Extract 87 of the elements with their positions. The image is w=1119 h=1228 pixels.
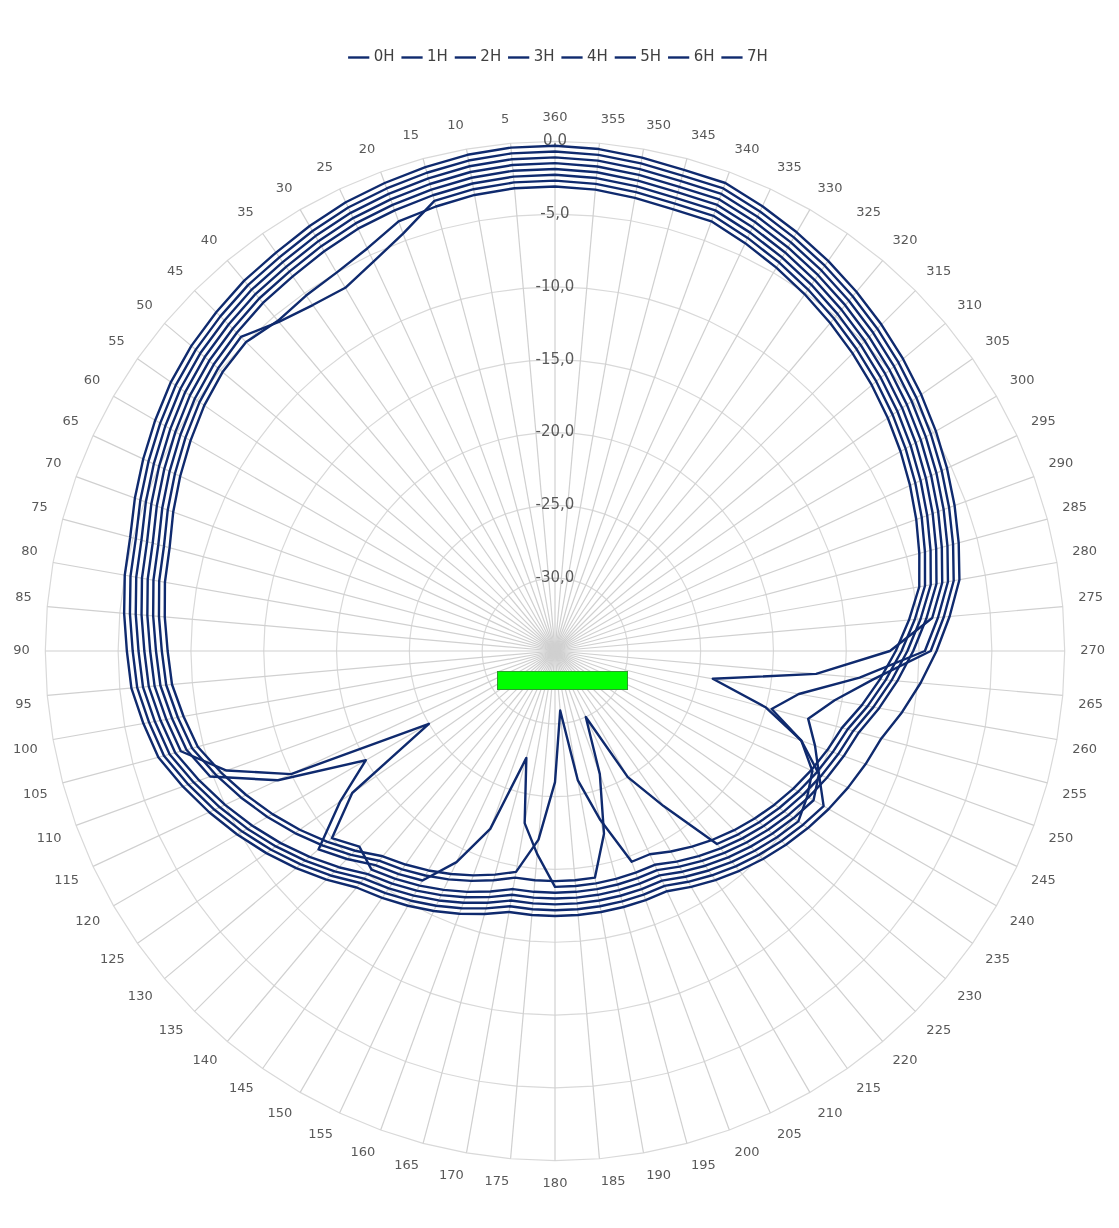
spoke-label: 90 xyxy=(13,642,30,658)
legend-label: 2H xyxy=(480,47,502,66)
spoke-label: 195 xyxy=(690,1157,716,1173)
spoke-label: 15 xyxy=(402,127,420,143)
spoke-label: 345 xyxy=(690,127,716,143)
spoke-label: 220 xyxy=(892,1052,918,1068)
spoke-label: 340 xyxy=(734,141,760,157)
spoke-label: 185 xyxy=(600,1173,626,1189)
spoke-label: 40 xyxy=(200,232,218,248)
spoke-label: 125 xyxy=(99,951,125,967)
spoke-label: 335 xyxy=(776,158,802,174)
spoke-label: 295 xyxy=(1030,412,1056,428)
spoke-label: 100 xyxy=(12,741,38,757)
spoke-label: 315 xyxy=(926,263,952,279)
spoke-label: 85 xyxy=(15,588,32,604)
spoke-label: 230 xyxy=(957,987,983,1003)
spoke-label: 235 xyxy=(985,951,1011,967)
spoke-label: 290 xyxy=(1048,454,1074,470)
spoke-label: 250 xyxy=(1048,829,1074,845)
spoke-label: 120 xyxy=(75,912,101,928)
legend-label: 1H xyxy=(427,47,448,66)
spoke-label: 350 xyxy=(646,117,672,133)
spoke-label: 150 xyxy=(267,1105,293,1120)
legend-label: 6H xyxy=(693,47,715,66)
spoke-label: 35 xyxy=(237,204,254,220)
y-tick-label: -15,0 xyxy=(535,349,575,368)
spoke-label: 175 xyxy=(484,1173,510,1189)
spoke-label: 10 xyxy=(447,117,464,133)
spoke-label: 110 xyxy=(36,829,62,845)
spoke-label: 225 xyxy=(926,1021,952,1037)
legend-label: 4H xyxy=(587,47,608,66)
spoke-label: 170 xyxy=(438,1167,464,1183)
spoke-label: 105 xyxy=(22,786,48,802)
spoke-label: 320 xyxy=(892,232,918,248)
spoke-label: 80 xyxy=(21,543,38,559)
spoke-label: 115 xyxy=(54,872,80,888)
spoke-label: 210 xyxy=(817,1105,843,1120)
spoke-label: 165 xyxy=(394,1157,420,1173)
spoke-label: 255 xyxy=(1062,786,1088,802)
y-tick-label: -20,0 xyxy=(535,422,575,441)
spoke-label: 265 xyxy=(1078,695,1104,711)
spoke-label: 60 xyxy=(83,371,101,387)
spoke-label: 5 xyxy=(500,111,510,127)
spoke-label: 260 xyxy=(1072,741,1098,757)
spoke-label: 50 xyxy=(136,296,153,312)
spoke-label: 135 xyxy=(158,1021,184,1037)
spoke-label: 65 xyxy=(62,412,80,428)
y-tick-label: 0,0 xyxy=(543,131,567,150)
spoke-label: 130 xyxy=(127,987,153,1003)
spoke-label: 160 xyxy=(350,1143,376,1159)
spoke-label: 190 xyxy=(646,1167,672,1183)
y-tick-label: -5,0 xyxy=(540,204,570,223)
y-tick-label: -10,0 xyxy=(535,276,575,295)
legend-label: 3H xyxy=(533,47,555,66)
spoke-label: 95 xyxy=(15,695,32,711)
spoke-label: 140 xyxy=(192,1052,218,1068)
spoke-label: 30 xyxy=(275,179,293,195)
spoke-label: 305 xyxy=(985,333,1011,349)
spoke-label: 325 xyxy=(856,204,882,220)
spoke-label: 355 xyxy=(600,111,626,127)
spoke-label: 280 xyxy=(1072,543,1098,559)
spoke-label: 200 xyxy=(734,1143,760,1159)
spoke-label: 155 xyxy=(308,1126,334,1142)
spoke-label: 330 xyxy=(817,179,843,195)
spoke-label: 75 xyxy=(31,498,48,514)
spoke-label: 145 xyxy=(228,1080,254,1096)
spoke-label: 285 xyxy=(1062,498,1088,514)
spoke-label: 275 xyxy=(1078,588,1104,604)
y-tick-label: -30,0 xyxy=(535,568,575,587)
spoke-label: 205 xyxy=(776,1126,802,1142)
spoke-label: 310 xyxy=(957,296,983,312)
spoke-label: 55 xyxy=(108,333,125,349)
spoke-label: 180 xyxy=(542,1175,568,1191)
spoke-label: 270 xyxy=(1080,642,1106,658)
y-tick-label: -25,0 xyxy=(535,495,575,514)
legend-label: 7H xyxy=(746,47,768,66)
spoke-label: 70 xyxy=(44,454,62,470)
spoke-label: 25 xyxy=(316,158,334,174)
spoke-label: 245 xyxy=(1030,872,1056,888)
spoke-label: 215 xyxy=(856,1080,882,1096)
legend-label: 0H xyxy=(373,47,395,66)
spoke-label: 360 xyxy=(542,109,568,125)
spoke-label: 240 xyxy=(1009,912,1035,928)
legend-label: 5H xyxy=(640,47,662,66)
spoke-label: 300 xyxy=(1009,371,1035,387)
spoke-label: 45 xyxy=(167,263,184,279)
spoke-label: 20 xyxy=(358,141,376,157)
